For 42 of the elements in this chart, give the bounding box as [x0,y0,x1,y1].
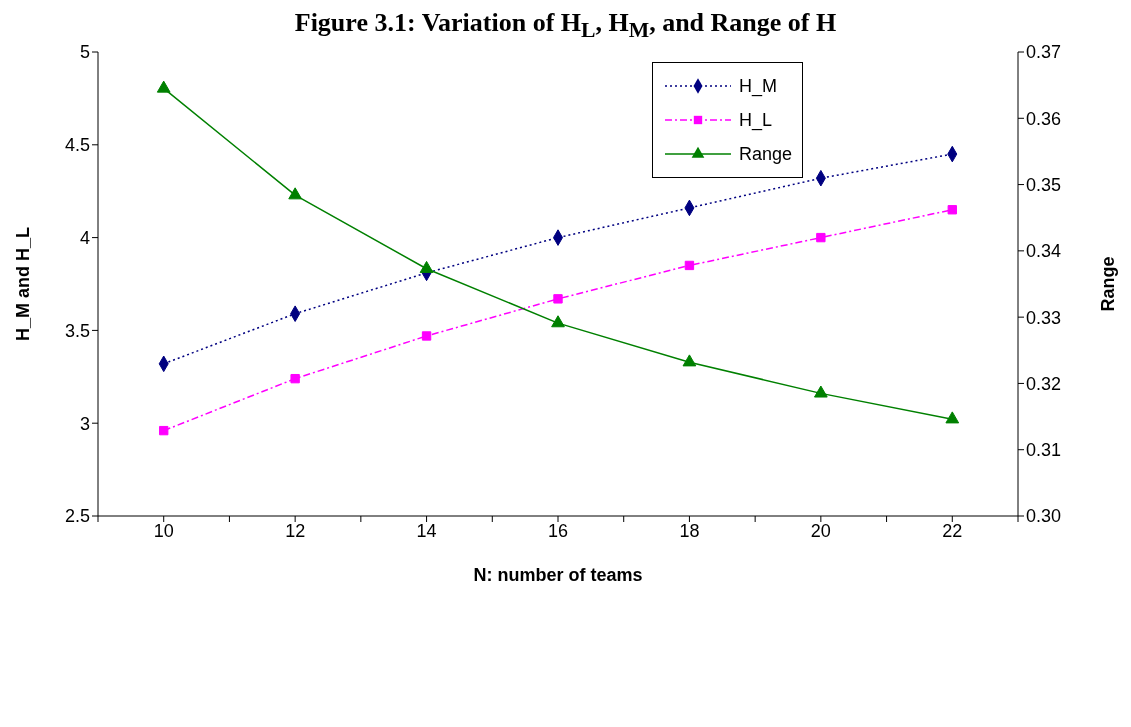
x-tick-label: 16 [547,520,569,541]
y2-tick-label: 0.37 [1026,42,1062,63]
x-axis-title: N: number of teams [473,565,643,585]
point [553,294,563,304]
point [288,187,302,200]
y2-tick-label: 0.31 [1026,440,1062,461]
y2-axis-title: Range [1098,256,1119,312]
legend-label: H_M [738,75,777,97]
chart-title: Figure 3.1: Variation of H$_{L}$, H$_{M}$, and Range of H [293,8,838,43]
x-tick-label: 12 [285,520,306,541]
y2-tick-label: 0.33 [1026,307,1062,328]
point [682,354,697,367]
y-tick-label: 3.5 [64,320,90,341]
point [290,373,300,384]
y2-tick-label: 0.34 [1026,241,1062,262]
point [684,260,695,271]
point [945,411,960,424]
point [419,260,434,273]
point [816,232,826,243]
y2-tick-label: 0.35 [1026,174,1062,195]
point [156,80,171,93]
x-tick-label: 10 [153,520,174,541]
point [421,331,432,341]
y-tick-label: 5 [79,42,90,63]
point [814,385,828,398]
y2-tick-label: 0.32 [1026,373,1062,394]
x-tick-label: 22 [942,520,963,541]
y-tick-label: 4 [79,227,90,248]
y2-tick-label: 0.36 [1026,108,1062,129]
y2-tick-label: 0.30 [1026,506,1062,527]
y-tick-label: 3 [79,413,90,434]
legend-label: Range [738,143,792,165]
point [159,425,169,436]
y-tick-label: 4.5 [64,135,90,156]
point [947,205,957,215]
x-tick-label: 18 [679,520,700,541]
y-axis-title: H_M and H_L [13,226,34,342]
legend-label: H_L [738,109,772,131]
y-tick-label: 2.5 [64,506,90,527]
x-tick-label: 14 [416,520,437,541]
x-tick-label: 20 [810,520,831,541]
point [551,315,565,328]
